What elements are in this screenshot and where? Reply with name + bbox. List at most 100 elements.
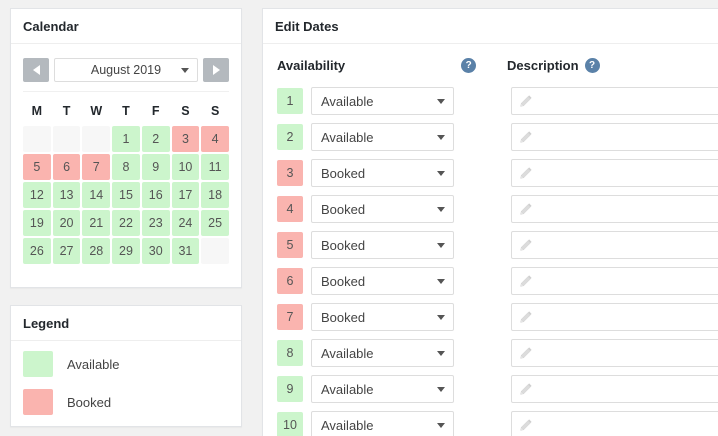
description-column-label: Description [507, 58, 579, 73]
pencil-icon [520, 275, 532, 287]
availability-select-value: Booked [321, 201, 366, 217]
availability-select[interactable]: Booked [311, 267, 454, 295]
calendar-day-cell[interactable]: 23 [141, 210, 170, 236]
availability-select[interactable]: Available [311, 123, 454, 151]
row-day-number: 4 [277, 196, 303, 222]
description-input[interactable] [511, 231, 718, 259]
calendar-day-cell[interactable]: 10 [171, 154, 200, 180]
row-day-number: 3 [277, 160, 303, 186]
pencil-icon [520, 203, 532, 215]
description-input[interactable] [511, 411, 718, 436]
edit-date-row: 6 Booked [277, 263, 718, 299]
next-month-button[interactable] [203, 58, 229, 82]
edit-date-row: 4 Booked [277, 191, 718, 227]
availability-select[interactable]: Booked [311, 195, 454, 223]
calendar-day-cell[interactable]: 25 [201, 210, 229, 236]
calendar-day-cell[interactable]: 13 [52, 182, 81, 208]
day-of-week-header: T [122, 104, 130, 118]
calendar-day-empty [52, 126, 81, 152]
calendar-day-cell[interactable]: 31 [171, 238, 200, 264]
availability-select[interactable]: Booked [311, 231, 454, 259]
description-input[interactable] [511, 303, 718, 331]
availability-select[interactable]: Available [311, 375, 454, 403]
chevron-down-icon [437, 243, 445, 248]
edit-date-row: 5 Booked [277, 227, 718, 263]
calendar-day-cell[interactable]: 11 [201, 154, 229, 180]
row-day-number: 1 [277, 88, 303, 114]
calendar-day-cell[interactable]: 20 [52, 210, 81, 236]
calendar-day-cell[interactable]: 8 [112, 154, 140, 180]
calendar-day-cell[interactable]: 29 [112, 238, 140, 264]
description-input[interactable] [511, 87, 718, 115]
month-year-select[interactable]: August 2019 [54, 58, 198, 82]
chevron-down-icon [437, 171, 445, 176]
availability-help-icon[interactable]: ? [461, 58, 477, 73]
availability-select[interactable]: Available [311, 411, 454, 436]
row-day-number: 10 [277, 412, 303, 436]
pencil-icon [520, 419, 532, 431]
chevron-down-icon [437, 279, 445, 284]
description-input[interactable] [511, 267, 718, 295]
calendar-day-cell[interactable]: 22 [112, 210, 140, 236]
calendar-day-cell[interactable]: 6 [52, 154, 81, 180]
calendar-day-cell[interactable]: 1 [112, 126, 140, 152]
legend-item: Available [23, 351, 229, 377]
edit-dates-body: Availability ? Description ? 1 Available 2… [263, 44, 718, 436]
calendar-day-cell[interactable]: 19 [23, 210, 51, 236]
row-day-number: 5 [277, 232, 303, 258]
edit-date-row: 9 Available [277, 371, 718, 407]
calendar-day-cell[interactable]: 14 [82, 182, 111, 208]
calendar-day-cell[interactable]: 17 [171, 182, 200, 208]
edit-date-row: 2 Available [277, 119, 718, 155]
availability-select[interactable]: Available [311, 339, 454, 367]
description-help-icon[interactable]: ? [584, 58, 600, 73]
chevron-down-icon [437, 99, 445, 104]
calendar-panel-title: Calendar [11, 9, 241, 44]
day-of-week-header: T [62, 104, 71, 118]
calendar-panel-body: August 2019 M T W T F S S 1 2 3 4 5 6 7 8 9 10 11 12 13 14 15… [11, 44, 241, 276]
description-input[interactable] [511, 123, 718, 151]
calendar-day-cell[interactable]: 21 [82, 210, 111, 236]
legend-item-label: Booked [67, 394, 112, 410]
legend-list: Available Booked [11, 341, 241, 436]
availability-select[interactable]: Available [311, 87, 454, 115]
calendar-day-cell[interactable]: 15 [112, 182, 140, 208]
description-input[interactable] [511, 159, 718, 187]
description-input[interactable] [511, 195, 718, 223]
edit-date-row: 10 Available [277, 407, 718, 436]
calendar-day-cell[interactable]: 9 [141, 154, 170, 180]
calendar-day-cell[interactable]: 26 [23, 238, 51, 264]
row-day-number: 2 [277, 124, 303, 150]
calendar-day-cell[interactable]: 7 [82, 154, 111, 180]
legend-swatch [23, 389, 53, 415]
day-of-week-header: S [210, 104, 220, 118]
calendar-day-cell[interactable]: 16 [141, 182, 170, 208]
chevron-down-icon [437, 423, 445, 428]
calendar-day-cell[interactable]: 3 [171, 126, 200, 152]
calendar-day-cell[interactable]: 27 [52, 238, 81, 264]
pencil-icon [520, 383, 532, 395]
chevron-right-icon [212, 65, 220, 75]
calendar-day-cell[interactable]: 12 [23, 182, 51, 208]
availability-column-header: Availability ? [277, 58, 507, 73]
calendar-day-cell[interactable]: 18 [201, 182, 229, 208]
availability-select[interactable]: Booked [311, 159, 454, 187]
availability-select-value: Booked [321, 237, 366, 253]
calendar-day-cell[interactable]: 24 [171, 210, 200, 236]
edit-date-row: 1 Available [277, 83, 718, 119]
calendar-grid: M T W T F S S 1 2 3 4 5 6 7 8 9 10 11 12 13 14 15 16 17 18 19 20 21… [23, 100, 229, 264]
chevron-down-icon [437, 315, 445, 320]
availability-select[interactable]: Booked [311, 303, 454, 331]
calendar-day-empty [201, 238, 229, 264]
description-input[interactable] [511, 375, 718, 403]
calendar-day-cell[interactable]: 5 [23, 154, 51, 180]
description-input[interactable] [511, 339, 718, 367]
calendar-day-cell[interactable]: 28 [82, 238, 111, 264]
legend-panel: Legend Available Booked [10, 305, 242, 427]
prev-month-button[interactable] [23, 58, 49, 82]
calendar-day-cell[interactable]: 2 [141, 126, 170, 152]
calendar-day-cell[interactable]: 30 [141, 238, 170, 264]
legend-item: Booked [23, 389, 229, 415]
calendar-day-cell[interactable]: 4 [201, 126, 229, 152]
